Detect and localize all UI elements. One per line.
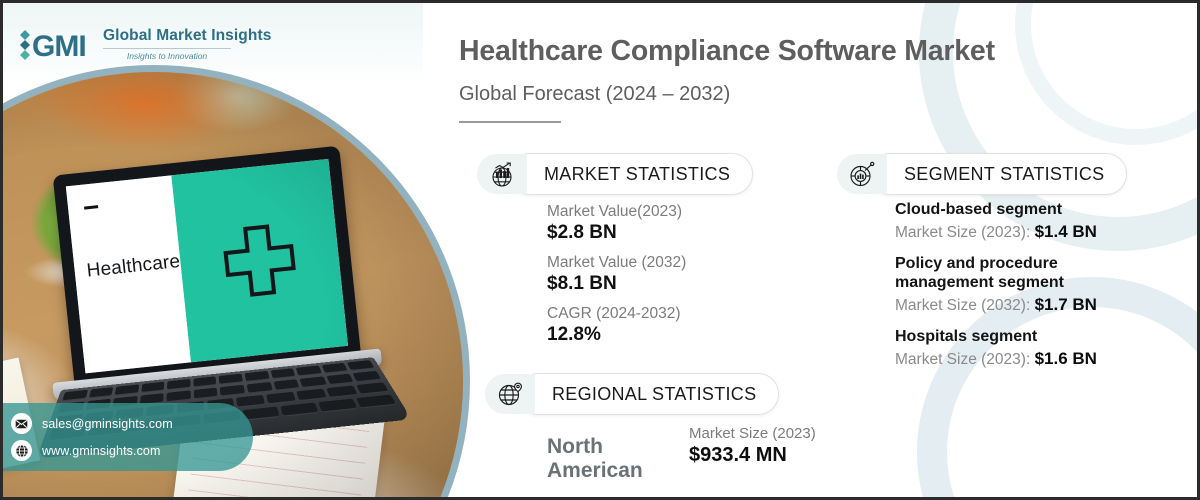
contact-website-row[interactable]: www.gminsights.com — [11, 440, 253, 461]
contact-email-row[interactable]: sales@gminsights.com — [11, 413, 253, 434]
section-label-segment-statistics: SEGMENT STATISTICS — [869, 153, 1128, 195]
gmi-logo-tagline: Insights to Innovation — [126, 50, 208, 61]
segment-size-line: Market Size (2023): $1.6 BN — [895, 349, 1145, 369]
envelope-icon — [11, 413, 32, 434]
market-stat-row: Market Value(2023) $2.8 BN — [547, 203, 686, 244]
market-stat-value: $2.8 BN — [547, 222, 617, 243]
regional-stat-label: Market Size (2023) — [689, 425, 816, 442]
contact-email-text: sales@gminsights.com — [42, 416, 173, 431]
section-label-market-statistics: MARKET STATISTICS — [509, 153, 754, 195]
globe-bar-chart-glyph — [492, 162, 512, 187]
svg-text:GMI: GMI — [32, 30, 86, 63]
gmi-logo[interactable]: GMI Global Market Insights Insights to I… — [17, 25, 271, 63]
segment-item: Policy and procedure management segment … — [895, 255, 1145, 315]
segment-size-label: Market Size (2023): — [895, 350, 1031, 368]
content-area: Healthcare Compliance Software Market Gl… — [455, 3, 1197, 497]
segment-name: Hospitals segment — [895, 327, 1038, 345]
segment-size-label: Market Size (2032): — [895, 296, 1031, 314]
laptop-screen: Healthcare — [65, 158, 349, 374]
page-title: Healthcare Compliance Software Market — [459, 35, 995, 67]
gmi-logo-name: Global Market Insights — [103, 27, 272, 44]
globe-icon — [11, 440, 32, 461]
screen-right-panel — [170, 158, 349, 363]
laptop-illustration: Healthcare — [31, 144, 412, 467]
market-stat-value: 12.8% — [547, 324, 601, 345]
globe-pin-icon — [485, 374, 535, 414]
segment-item: Cloud-based segment Market Size (2023): … — [895, 201, 1145, 242]
regional-stat-value: $933.4 MN — [689, 444, 787, 466]
segment-name: Policy and procedure management segment — [895, 254, 1064, 291]
section-header-regional-statistics: REGIONAL STATISTICS — [485, 373, 780, 415]
medical-cross-icon — [223, 224, 296, 297]
segment-name: Cloud-based segment — [895, 201, 1063, 218]
envelope-glyph — [15, 419, 28, 428]
title-divider — [459, 121, 561, 123]
page-subtitle: Global Forecast (2024 – 2032) — [459, 83, 731, 105]
contact-website-text: www.gminsights.com — [42, 443, 161, 458]
segment-size-label: Market Size (2023): — [895, 223, 1031, 241]
market-stat-label: Market Value (2032) — [547, 254, 687, 271]
segment-item: Hospitals segment Market Size (2023): $1… — [895, 328, 1145, 369]
section-header-market-statistics: MARKET STATISTICS — [477, 153, 754, 195]
segment-size-line: Market Size (2023): $1.4 BN — [895, 222, 1145, 242]
section-label-regional-statistics: REGIONAL STATISTICS — [517, 373, 780, 415]
regional-statistics-block: North American Market Size (2023) $933.4… — [547, 425, 816, 482]
section-header-segment-statistics: SEGMENT STATISTICS — [837, 153, 1128, 195]
laptop-lid: Healthcare — [52, 145, 362, 389]
market-statistics-list: Market Value(2023) $2.8 BN Market Value … — [547, 203, 686, 356]
infographic-inner: Healthcare — [3, 3, 1197, 497]
globe-pin-glyph — [498, 382, 522, 406]
market-stat-label: Market Value(2023) — [547, 203, 682, 220]
gmi-logo-text: Global Market Insights Insights to Innov… — [103, 28, 271, 60]
gmi-logo-mark-icon: GMI — [20, 30, 87, 63]
segment-size-value: $1.4 BN — [1034, 221, 1097, 241]
gmi-logo-rule — [103, 47, 231, 49]
segment-size-line: Market Size (2032): $1.7 BN — [895, 295, 1145, 315]
market-stat-value: $8.1 BN — [547, 273, 617, 294]
contact-pill: sales@gminsights.com www.gminsights.com — [3, 403, 253, 471]
segment-size-value: $1.6 BN — [1034, 348, 1097, 368]
market-stat-label: CAGR (2024-2032) — [547, 305, 681, 322]
market-stat-row: Market Value (2032) $8.1 BN — [547, 254, 686, 295]
segment-statistics-list: Cloud-based segment Market Size (2023): … — [895, 201, 1145, 382]
pie-chart-target-icon — [837, 154, 887, 194]
globe-glyph — [14, 443, 29, 458]
segment-size-value: $1.7 BN — [1034, 294, 1097, 314]
pie-chart-target-glyph — [850, 161, 875, 187]
market-stat-row: CAGR (2024-2032) 12.8% — [547, 305, 686, 346]
regional-value-group: Market Size (2023) $933.4 MN — [689, 425, 816, 467]
globe-bar-chart-icon — [477, 154, 527, 194]
regional-region-name: North American — [547, 435, 643, 482]
